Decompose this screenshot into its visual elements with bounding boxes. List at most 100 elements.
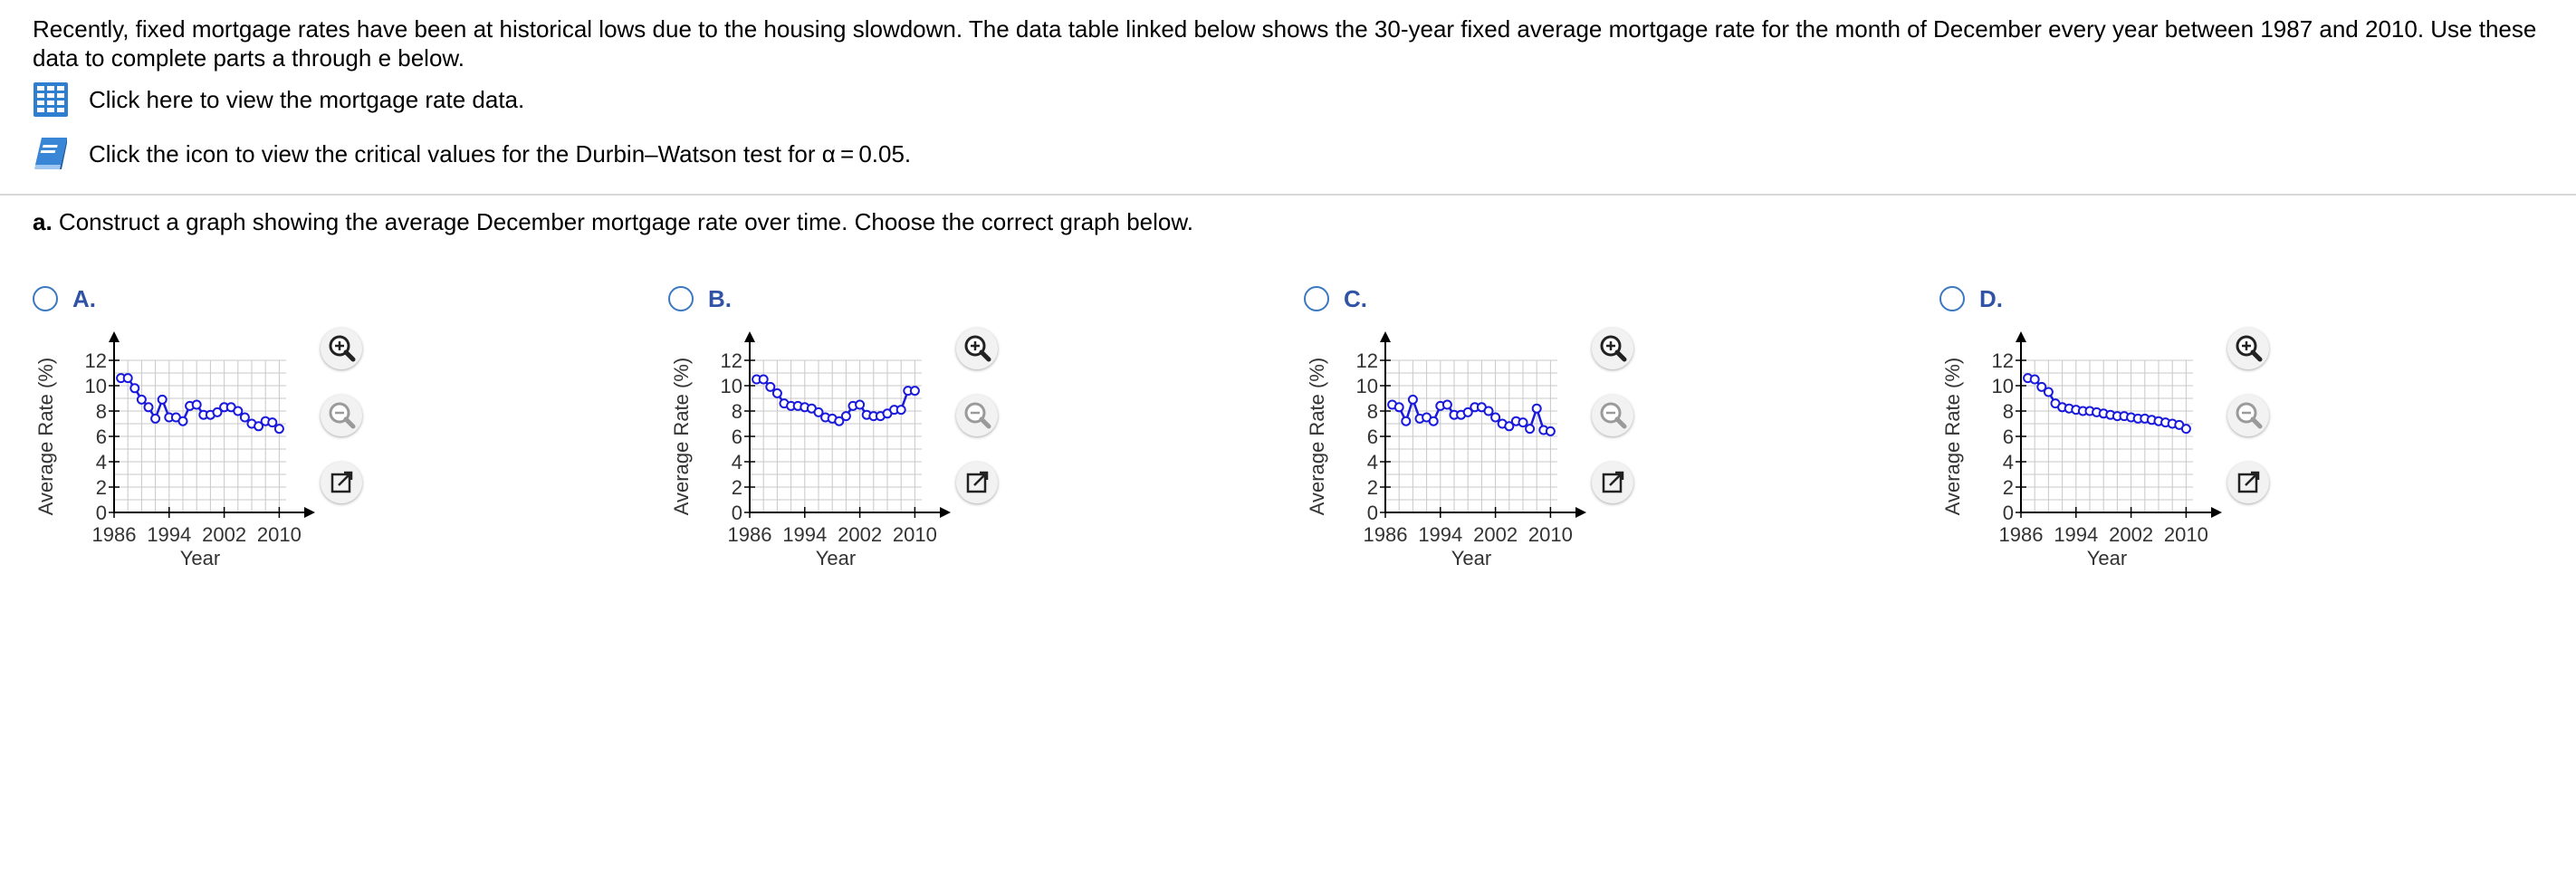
y-tick-label: 4: [1367, 451, 1378, 473]
open-graph-button[interactable]: [2227, 462, 2269, 503]
data-table-link-text[interactable]: Click here to view the mortgage rate dat…: [89, 85, 525, 113]
open-graph-button[interactable]: [321, 462, 362, 503]
y-tick-label: 8: [96, 400, 107, 423]
question-a: a. Construct a graph showing the average…: [33, 208, 1193, 236]
data-point: [1518, 417, 1528, 428]
x-tick-label: 1986: [1999, 523, 2044, 546]
data-point: [1401, 416, 1412, 426]
data-point: [273, 424, 284, 435]
option-d-graph: 0 2 4 6 8 10 12 1986 1994 2002 2010 Year Average Rat…: [1941, 331, 2222, 569]
problem-intro: Recently, fixed mortgage rates have been…: [33, 15, 2537, 72]
option-a-select[interactable]: A.: [33, 282, 540, 315]
data-point: [2043, 387, 2054, 397]
y-tick-label: 4: [96, 451, 107, 473]
y-tick-label: 2: [732, 476, 742, 499]
y-tick-label: 12: [85, 349, 107, 372]
y-tick-label: 8: [1367, 400, 1378, 423]
zoom-in-button[interactable]: [321, 328, 362, 369]
data-point: [813, 407, 824, 417]
x-axis-arrow: [1575, 507, 1586, 518]
data-point: [909, 386, 920, 397]
zoom-in-icon: [964, 335, 991, 362]
zoom-out-button[interactable]: [2227, 395, 2269, 436]
data-point: [765, 381, 776, 392]
open-graph-button[interactable]: [1592, 462, 1633, 503]
y-tick-label: 8: [2003, 400, 2014, 423]
data-point: [1490, 412, 1501, 423]
radio-button[interactable]: [33, 286, 58, 311]
y-tick-label: 4: [2003, 451, 2014, 473]
radio-button[interactable]: [1939, 286, 1965, 311]
y-tick-label: 6: [1367, 426, 1378, 448]
option-b: B. 0 2 4 6 8 10 12 1986 1994 2002 2010 Year Average …: [668, 282, 1175, 590]
y-tick-label: 6: [2003, 426, 2014, 448]
zoom-in-icon: [1600, 335, 1627, 362]
data-point: [177, 416, 188, 426]
data-point: [2180, 424, 2191, 435]
zoom-in-icon: [2236, 335, 2263, 362]
zoom-out-button[interactable]: [956, 395, 998, 436]
x-axis-label: Year: [816, 547, 856, 569]
open-new-window-icon: [330, 471, 353, 493]
y-tick-label: 2: [1367, 476, 1378, 499]
zoom-in-button[interactable]: [956, 328, 998, 369]
x-axis-arrow: [2211, 507, 2222, 518]
zoom-in-icon: [329, 335, 356, 362]
option-d-select[interactable]: D.: [1939, 282, 2447, 315]
open-graph-button[interactable]: [956, 462, 998, 503]
data-point: [895, 405, 906, 416]
x-tick-label: 2002: [2109, 523, 2153, 546]
data-point: [834, 416, 845, 426]
book-icon[interactable]: [33, 136, 69, 172]
y-tick-label: 10: [1356, 375, 1378, 397]
y-axis-arrow: [2016, 331, 2026, 342]
data-point: [1545, 426, 1556, 436]
option-letter: A.: [72, 284, 96, 312]
y-axis-label: Average Rate (%): [670, 358, 693, 515]
critical-values-link-text[interactable]: Click the icon to view the critical valu…: [89, 139, 912, 167]
zoom-out-button[interactable]: [321, 395, 362, 436]
option-c-select[interactable]: C.: [1304, 282, 1811, 315]
y-tick-label: 0: [732, 502, 742, 524]
data-point: [239, 412, 250, 423]
option-d: D. 0 2 4 6 8 10 12 1986 1994 2002 2010 Year Average …: [1939, 282, 2447, 590]
data-point: [136, 394, 147, 405]
x-tick-label: 1994: [782, 523, 827, 546]
open-new-window-icon: [966, 471, 989, 493]
y-tick-label: 0: [1367, 502, 1378, 524]
data-point: [840, 411, 851, 422]
option-a: A. 0 2 4 6 8 10 12 1986 1994 2002 2010 Year Average …: [33, 282, 540, 590]
y-tick-label: 2: [96, 476, 107, 499]
y-axis-label: Average Rate (%): [1941, 358, 1964, 515]
y-tick-label: 10: [85, 375, 107, 397]
data-point: [2029, 374, 2040, 385]
critical-values-link[interactable]: Click the icon to view the critical valu…: [33, 136, 2550, 172]
zoom-in-button[interactable]: [1592, 328, 1633, 369]
zoom-out-button[interactable]: [1592, 395, 1633, 436]
data-table-link[interactable]: Click here to view the mortgage rate dat…: [33, 81, 2550, 118]
zoom-out-icon: [2236, 402, 2263, 429]
data-point: [758, 374, 769, 385]
option-b-select[interactable]: B.: [668, 282, 1175, 315]
y-axis-arrow: [744, 331, 755, 342]
x-axis-label: Year: [180, 547, 220, 569]
x-axis-arrow: [304, 507, 315, 518]
y-tick-label: 12: [1992, 349, 2014, 372]
data-point: [1483, 406, 1494, 416]
data-point: [2036, 381, 2047, 392]
data-point: [1504, 421, 1515, 432]
y-axis-arrow: [1380, 331, 1391, 342]
x-axis-label: Year: [2087, 547, 2127, 569]
zoom-in-button[interactable]: [2227, 328, 2269, 369]
x-tick-label: 2010: [893, 523, 937, 546]
table-grid-icon[interactable]: [33, 81, 69, 118]
data-point: [122, 373, 133, 384]
data-point: [855, 399, 866, 410]
y-axis-arrow: [109, 331, 120, 342]
radio-button[interactable]: [1304, 286, 1329, 311]
question-label: a.: [33, 208, 53, 235]
data-point: [1428, 416, 1439, 426]
radio-button[interactable]: [668, 286, 694, 311]
data-point: [1525, 424, 1536, 435]
data-point: [254, 421, 264, 432]
